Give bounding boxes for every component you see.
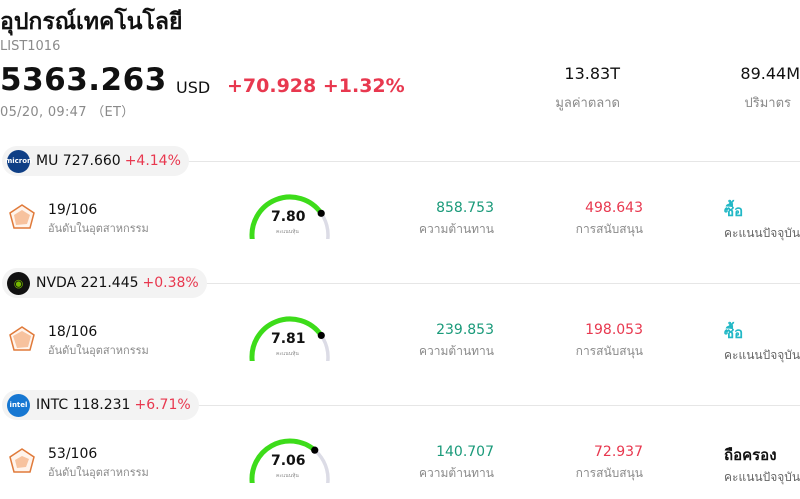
stock-ticker: MU — [36, 153, 59, 169]
resistance-label: ความต้านทาน — [419, 344, 494, 358]
row-divider — [180, 405, 800, 406]
stock-chip-mu[interactable]: micron MU 727.660 +4.14% — [2, 146, 189, 176]
nvidia-logo-icon: ◉ — [7, 271, 30, 295]
stock-change: +4.14% — [124, 153, 181, 169]
industry-rank-caption: อันดับในอุตสาหกรรม — [48, 466, 149, 479]
resistance-label: ความต้านทาน — [419, 466, 494, 480]
gauge-marker — [311, 446, 319, 454]
volume-label: ปริมาตร — [744, 96, 791, 111]
rating-caption: คะแนนปัจจุบัน — [724, 226, 800, 240]
resistance-label: ความต้านทาน — [419, 222, 494, 236]
support-value: 198.053 — [585, 322, 643, 338]
rating-caption: คะแนนปัจจุบัน — [724, 470, 800, 484]
stock-price: 727.660 — [62, 153, 121, 169]
volume-value: 89.44M — [740, 64, 800, 83]
stock-chip-nvda[interactable]: ◉ NVDA 221.445 +0.38% — [2, 268, 207, 298]
stock-ticker: INTC — [36, 397, 69, 413]
score-gauge — [249, 194, 330, 239]
stock-score: 7.80 — [271, 209, 306, 225]
rank-radar-icon — [9, 448, 35, 473]
row-divider — [180, 161, 800, 162]
support-label: การสนับสนุน — [575, 344, 643, 358]
timestamp: 05/20, 09:47 （ET） — [0, 105, 135, 120]
stock-price: 221.445 — [80, 275, 139, 291]
gauge-marker — [317, 209, 325, 217]
industry-rank: 18/106 — [48, 324, 98, 340]
rating-badge[interactable]: ถือครอง — [724, 446, 777, 464]
industry-rank: 53/106 — [48, 446, 98, 462]
resistance-value: 140.707 — [436, 444, 494, 460]
support-value: 498.643 — [585, 200, 643, 216]
support-label: การสนับสนุน — [575, 222, 643, 236]
market-cap-label: มูลค่าตลาด — [555, 96, 620, 111]
rank-radar-icon — [9, 326, 35, 351]
intel-logo-icon: intel — [7, 393, 30, 417]
rating-badge[interactable]: ซื้อ — [724, 324, 744, 342]
score-gauge — [249, 438, 330, 483]
stock-change: +0.38% — [142, 275, 199, 291]
stock-change: +6.71% — [134, 397, 191, 413]
gauge-marker — [317, 331, 325, 340]
industry-rank: 19/106 — [48, 202, 98, 218]
index-price: 5363.263 — [0, 62, 167, 98]
stock-score: 7.81 — [271, 331, 306, 347]
row-divider — [180, 283, 800, 284]
support-label: การสนับสนุน — [575, 466, 643, 480]
industry-rank-caption: อันดับในอุตสาหกรรม — [48, 344, 149, 357]
micron-logo-icon: micron — [5, 149, 32, 173]
score-gauge — [249, 316, 330, 361]
gauge-fill — [249, 438, 318, 483]
gauge-fill — [249, 316, 324, 361]
stock-score: 7.06 — [271, 453, 306, 469]
resistance-value: 858.753 — [436, 200, 494, 216]
rating-caption: คะแนนปัจจุบัน — [724, 348, 800, 362]
industry-rank-caption: อันดับในอุตสาหกรรม — [48, 222, 149, 235]
currency-label: USD — [176, 78, 211, 97]
index-change: +70.928 +1.32% — [227, 75, 405, 97]
score-caption: คะแนนหุ้น — [276, 351, 299, 357]
market-cap-value: 13.83T — [564, 64, 620, 83]
rank-radar-icon — [9, 204, 35, 229]
gauge-fill — [249, 194, 324, 239]
support-value: 72.937 — [594, 444, 643, 460]
rating-badge[interactable]: ซื้อ — [724, 202, 744, 220]
score-caption: คะแนนหุ้น — [276, 473, 299, 479]
resistance-value: 239.853 — [436, 322, 494, 338]
list-code: LIST1016 — [0, 39, 61, 54]
stock-price: 118.231 — [72, 397, 131, 413]
stock-chip-intc[interactable]: intel INTC 118.231 +6.71% — [2, 390, 199, 420]
score-caption: คะแนนหุ้น — [276, 229, 299, 235]
stock-ticker: NVDA — [36, 275, 77, 291]
page-title: อุปกรณ์เทคโนโลยี — [0, 9, 183, 35]
